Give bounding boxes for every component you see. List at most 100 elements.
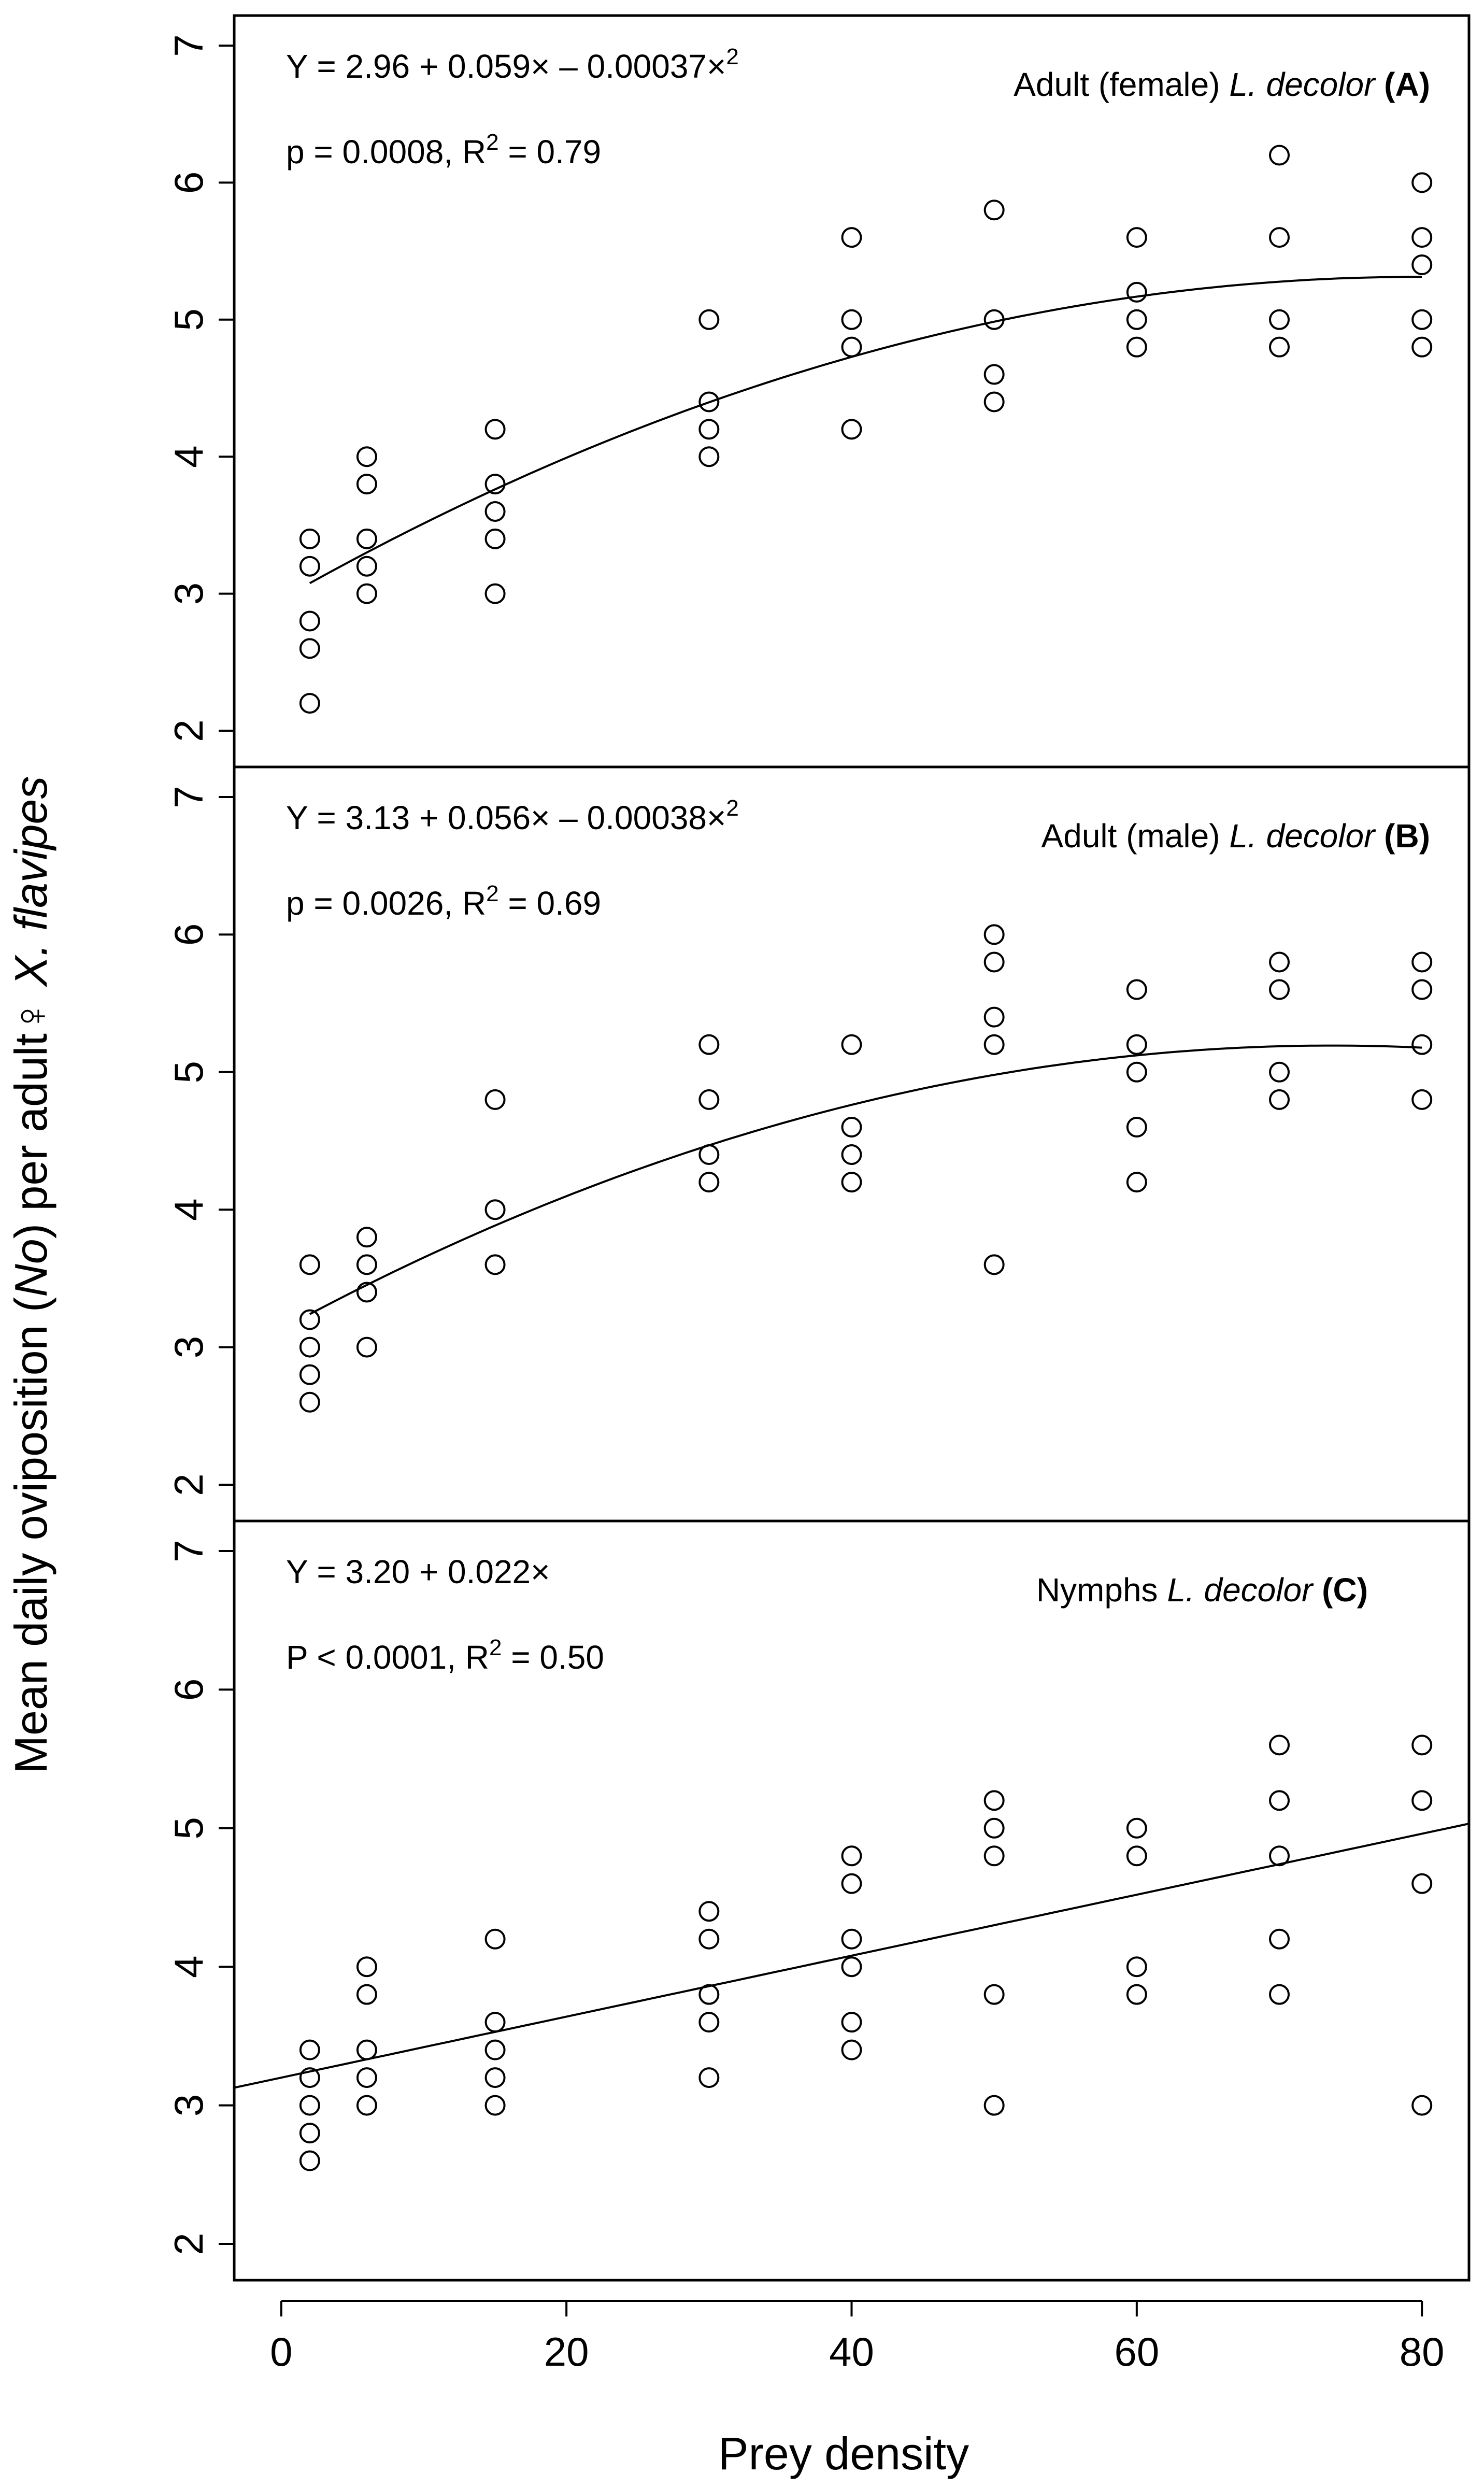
data-point — [1126, 979, 1147, 1000]
data-point — [1126, 1172, 1147, 1193]
y-tick-label: 6 — [166, 1679, 211, 1701]
data-point — [1126, 227, 1147, 248]
y-tick-label: 7 — [166, 1540, 211, 1562]
y-tick-label: 7 — [166, 34, 211, 56]
data-point — [983, 1254, 1005, 1275]
y-tick-label: 2 — [166, 719, 211, 742]
data-point — [1411, 1089, 1433, 1110]
data-point — [698, 1034, 720, 1055]
data-point — [1269, 1928, 1290, 1950]
data-point — [1269, 145, 1290, 166]
data-point — [983, 364, 1005, 385]
data-point — [1126, 1817, 1147, 1839]
y-tick-label: 2 — [166, 2233, 211, 2255]
data-point — [299, 1337, 320, 1358]
panel-title-prefix: Adult (male) — [1041, 817, 1230, 855]
data-point — [299, 2123, 320, 2144]
x-axis-title: Prey density — [718, 2428, 969, 2479]
x-tick-label: 0 — [270, 2329, 292, 2375]
data-point — [356, 1227, 377, 1248]
data-point — [698, 1901, 720, 1922]
data-point — [356, 1984, 377, 2005]
y-axis-title-female-symbol: ♀ — [5, 999, 56, 1033]
equation: Y = 3.13 + 0.056× – 0.00038×2 — [286, 795, 739, 836]
y-tick-label: 5 — [166, 308, 211, 331]
data-point — [841, 1956, 862, 1978]
data-point — [841, 419, 862, 440]
data-point — [1126, 1956, 1147, 1978]
data-point — [484, 583, 506, 604]
data-point — [1126, 1845, 1147, 1867]
data-point — [1269, 951, 1290, 973]
data-point — [484, 2095, 506, 2116]
stats-text: p = 0.0026, R2 = 0.69 — [286, 881, 601, 922]
fit-line — [309, 1044, 1422, 1315]
y-axis-title-mid: ) per adult — [5, 1033, 56, 1239]
data-point — [1411, 979, 1433, 1000]
data-point — [356, 1282, 377, 1303]
y-tick-label: 7 — [166, 786, 211, 808]
data-point — [841, 227, 862, 248]
data-point — [841, 1034, 862, 1055]
data-point — [1269, 1845, 1290, 1867]
data-point — [299, 1254, 320, 1275]
stats-value: = 0.79 — [499, 133, 602, 170]
data-point — [1126, 336, 1147, 358]
data-point — [484, 1254, 506, 1275]
data-point — [299, 1364, 320, 1385]
panel-title: Adult (female) L. decolor (A) — [1014, 66, 1430, 103]
stats-exponent: 2 — [486, 130, 498, 155]
data-point — [698, 2067, 720, 2088]
data-point — [299, 2067, 320, 2088]
data-point — [484, 2067, 506, 2088]
data-point — [983, 391, 1005, 413]
data-point — [1411, 227, 1433, 248]
y-axis-title-species: X. flavipes — [5, 776, 56, 999]
panel-title-space — [1312, 1571, 1322, 1609]
equation-exponent: 2 — [726, 795, 738, 821]
data-point — [698, 446, 720, 467]
data-point — [841, 1144, 862, 1165]
data-point — [983, 2095, 1005, 2116]
panel-title-prefix: Adult (female) — [1014, 66, 1229, 103]
data-point — [1411, 1873, 1433, 1894]
data-point — [698, 1172, 720, 1193]
data-point — [1411, 336, 1433, 358]
panel-title-species: L. decolor — [1229, 66, 1376, 103]
data-point — [983, 1984, 1005, 2005]
data-point — [1269, 227, 1290, 248]
data-point — [484, 1199, 506, 1220]
y-axis-title-no: No — [5, 1239, 56, 1297]
panel-title-space — [1375, 817, 1384, 855]
y-tick-label: 5 — [166, 1817, 211, 1839]
data-point — [983, 1790, 1005, 1811]
equation-text: Y = 3.20 + 0.022× — [286, 1553, 550, 1590]
data-point — [1411, 2095, 1433, 2116]
data-point — [484, 1928, 506, 1950]
x-axis: 0 20 40 60 80 — [270, 2300, 1445, 2375]
fit-line — [309, 276, 1422, 585]
data-point — [1411, 172, 1433, 193]
data-point — [983, 924, 1005, 945]
x-tick-label: 40 — [829, 2329, 874, 2375]
panel-title-species: L. decolor — [1167, 1571, 1314, 1609]
data-point — [484, 528, 506, 549]
panel-title: Adult (male) L. decolor (B) — [1041, 817, 1430, 855]
equation-text: Y = 2.96 + 0.059× – 0.00037× — [286, 48, 726, 85]
data-point — [1269, 309, 1290, 330]
data-point — [299, 610, 320, 632]
data-point — [698, 391, 720, 413]
y-tick-label: 6 — [166, 172, 211, 194]
data-point — [356, 583, 377, 604]
data-point — [698, 1984, 720, 2005]
data-point — [1269, 336, 1290, 358]
data-point — [356, 2039, 377, 2060]
x-tick-label: 60 — [1114, 2329, 1159, 2375]
y-tick-label: 3 — [166, 1336, 211, 1358]
panel-title-space — [1375, 66, 1384, 103]
data-point — [356, 528, 377, 549]
